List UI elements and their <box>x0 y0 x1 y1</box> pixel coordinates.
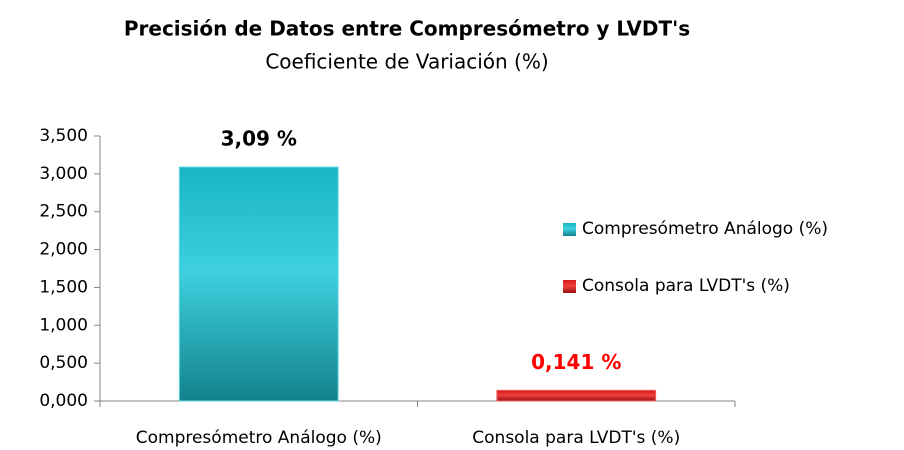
data-label: 0,141 % <box>531 350 621 374</box>
x-tick-label: Consola para LVDT's (%) <box>472 428 680 448</box>
legend-label: Consola para LVDT's (%) <box>582 276 790 296</box>
data-label: 3,09 % <box>221 127 297 151</box>
legend-swatch <box>563 223 576 236</box>
y-tick-label: 0,500 <box>39 353 88 373</box>
chart-subtitle: Coeficiente de Variación (%) <box>265 50 548 74</box>
chart-title: Precisión de Datos entre Compresómetro y… <box>124 17 690 41</box>
y-tick-label: 1,500 <box>39 277 88 297</box>
bar <box>178 166 339 402</box>
y-tick-label: 0,000 <box>39 391 88 411</box>
y-tick-label: 2,500 <box>39 202 88 222</box>
y-tick-label: 3,000 <box>39 164 88 184</box>
legend-swatch <box>563 280 576 293</box>
y-tick-label: 3,500 <box>39 126 88 146</box>
y-tick-label: 1,000 <box>39 315 88 335</box>
y-tick-label: 2,000 <box>39 240 88 260</box>
bar <box>496 389 657 402</box>
x-tick-label: Compresómetro Análogo (%) <box>136 428 382 448</box>
legend-label: Compresómetro Análogo (%) <box>582 219 828 239</box>
